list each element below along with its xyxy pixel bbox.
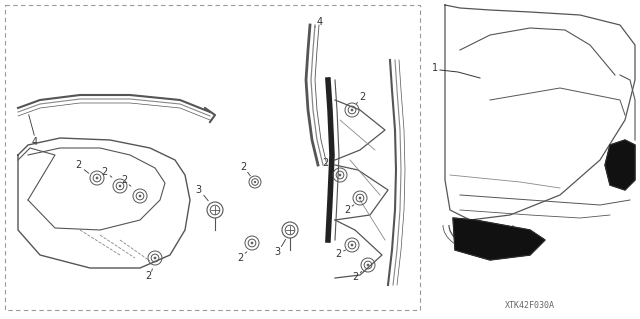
- Circle shape: [339, 174, 341, 176]
- Text: 2: 2: [145, 271, 151, 281]
- Circle shape: [154, 257, 156, 259]
- Text: 4: 4: [32, 137, 38, 147]
- Text: 2: 2: [237, 253, 243, 263]
- Text: 2: 2: [121, 175, 127, 185]
- Polygon shape: [453, 218, 545, 260]
- Circle shape: [96, 177, 98, 179]
- Text: 2: 2: [335, 249, 341, 259]
- Text: 2: 2: [344, 205, 350, 215]
- Circle shape: [254, 181, 256, 183]
- Text: 2: 2: [322, 158, 328, 168]
- Polygon shape: [605, 140, 635, 190]
- Text: 1: 1: [432, 63, 438, 73]
- Text: 2: 2: [240, 162, 246, 172]
- Circle shape: [351, 109, 353, 111]
- Circle shape: [251, 242, 253, 244]
- Text: 2: 2: [359, 92, 365, 102]
- Text: 3: 3: [274, 247, 280, 257]
- Circle shape: [359, 197, 361, 199]
- Text: 3: 3: [195, 185, 201, 195]
- Text: 4: 4: [317, 17, 323, 27]
- Text: 2: 2: [352, 272, 358, 282]
- Circle shape: [139, 195, 141, 197]
- Circle shape: [351, 244, 353, 246]
- Circle shape: [119, 185, 121, 187]
- Text: 2: 2: [101, 167, 107, 177]
- Text: XTK42F030A: XTK42F030A: [505, 300, 555, 309]
- Bar: [5, 5, 420, 310]
- Circle shape: [367, 264, 369, 266]
- Text: 2: 2: [75, 160, 81, 170]
